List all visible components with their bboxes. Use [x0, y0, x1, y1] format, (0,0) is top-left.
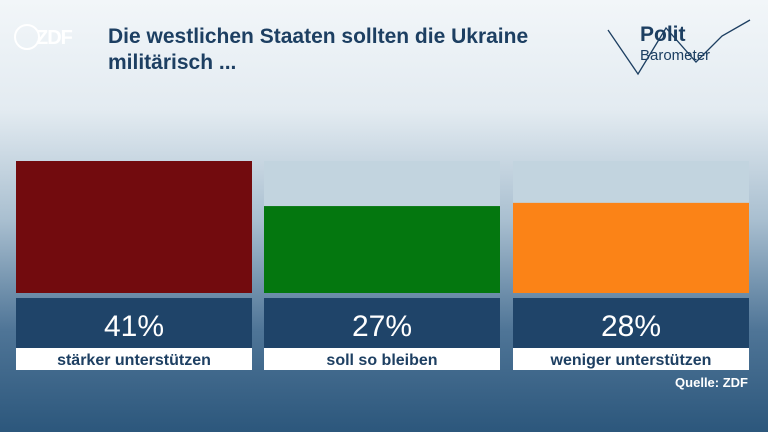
value-label-3: 28%	[601, 310, 661, 343]
value-label-1: 41%	[104, 310, 164, 343]
bar-group-2: 27% soll so bleiben	[264, 161, 500, 370]
zdf-logo-circle-icon	[14, 24, 40, 50]
value-box-3	[513, 298, 749, 348]
brand-barometer: Barometer	[640, 47, 711, 64]
category-label-3: weniger unterstützen	[550, 352, 712, 369]
category-label-1: stärker unterstützen	[57, 352, 211, 369]
value-label-2: 27%	[352, 310, 412, 343]
value-box-2	[264, 298, 500, 348]
category-label-2: soll so bleiben	[326, 352, 437, 369]
bar-2	[264, 206, 500, 293]
category-box-1	[16, 348, 252, 370]
bar-1	[16, 161, 252, 293]
source-note: Quelle: ZDF	[675, 375, 748, 390]
category-box-3	[513, 348, 749, 370]
chart-title: Die westlichen Staaten sollten die Ukrai…	[108, 25, 529, 74]
bar-group-3: 28% weniger unterstützen	[513, 161, 749, 370]
value-box-1	[16, 298, 252, 348]
bar-3	[513, 202, 749, 293]
politbarometer-logo: Polit Barometer	[604, 16, 754, 86]
category-box-2	[264, 348, 500, 370]
zdf-logo-text: ZDF	[36, 27, 73, 49]
brand-politik: Polit	[640, 23, 686, 46]
politbarometer-zigzag-icon	[607, 19, 751, 76]
zdf-logo: ZDF	[14, 24, 84, 52]
bar-group-1: 41% stärker unterstützen	[16, 161, 252, 370]
